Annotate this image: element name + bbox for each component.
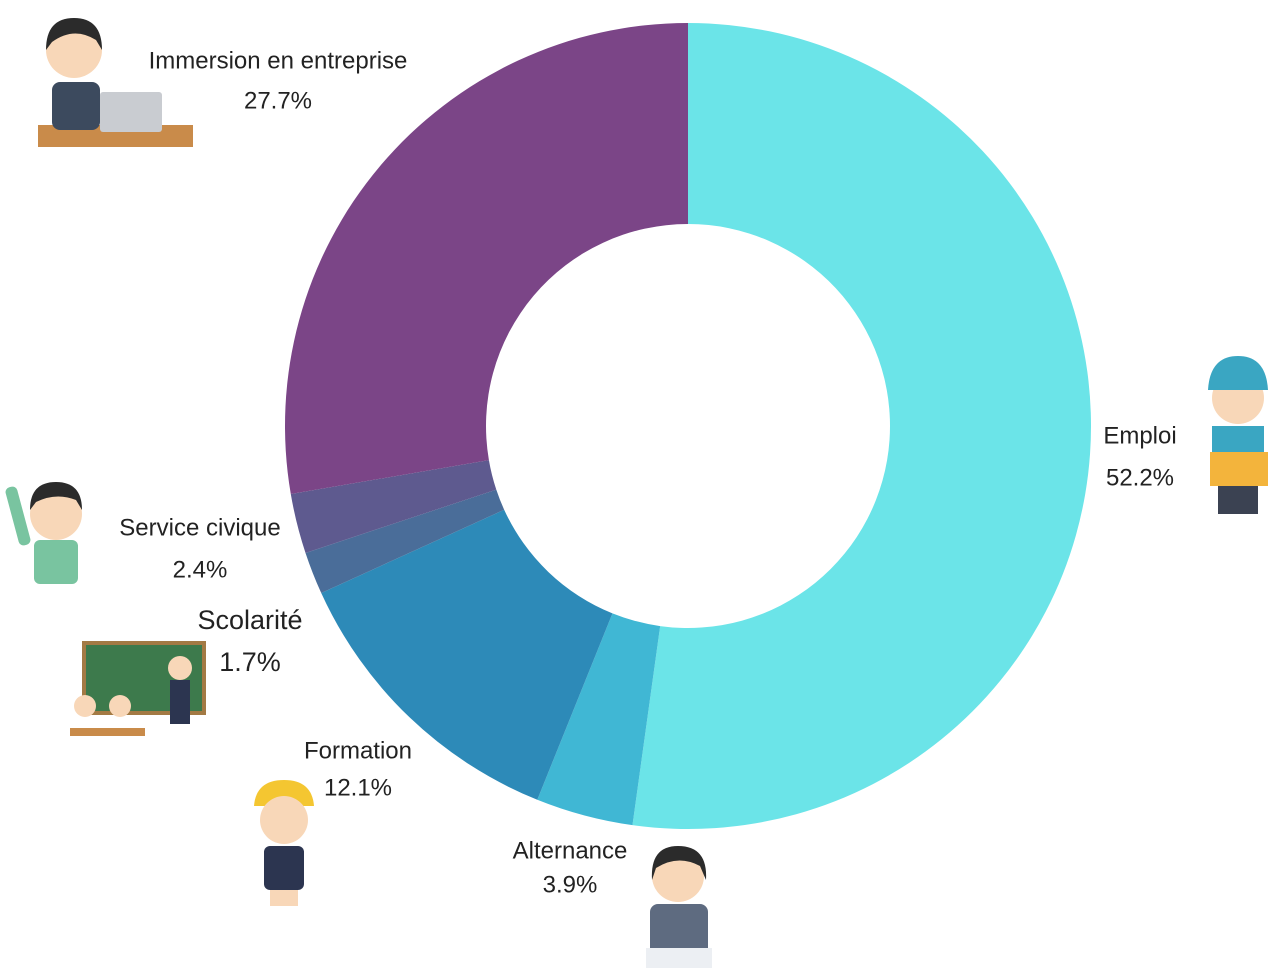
value-label: 52.2% <box>1106 464 1174 491</box>
donut-segment <box>290 460 497 553</box>
category-label: Immersion en entreprise <box>149 47 408 74</box>
value-label: 2.4% <box>173 556 228 583</box>
value-label: 27.7% <box>244 87 312 114</box>
value-label: 3.9% <box>543 871 598 898</box>
category-label: Emploi <box>1103 422 1176 449</box>
category-label: Scolarité <box>197 605 302 635</box>
donut-segment <box>537 613 661 826</box>
illustration <box>5 18 1268 968</box>
donut <box>285 23 1092 829</box>
category-label: Formation <box>304 737 412 764</box>
category-label: Service civique <box>119 514 280 541</box>
donut-segment <box>305 489 505 593</box>
value-label: 1.7% <box>219 647 281 677</box>
value-label: 12.1% <box>324 774 392 801</box>
donut-segment <box>632 23 1092 829</box>
donut-segment <box>321 509 613 800</box>
donut-segment <box>285 23 688 495</box>
labels: Emploi 52.2% Alternance 3.9% Formation 12.1% S… <box>119 47 1176 898</box>
category-label: Alternance <box>513 837 628 864</box>
